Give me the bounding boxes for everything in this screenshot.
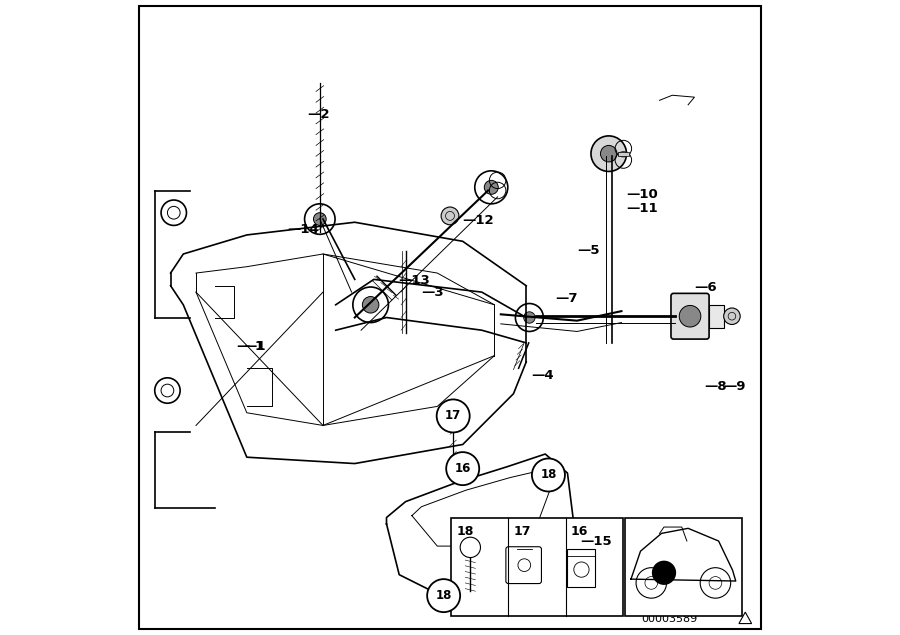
Bar — [568, 549, 596, 587]
Text: —9: —9 — [723, 380, 745, 392]
Text: 17: 17 — [446, 410, 462, 422]
Text: —15: —15 — [580, 535, 612, 547]
Circle shape — [441, 207, 459, 225]
Text: —7: —7 — [554, 292, 577, 305]
Text: —1: —1 — [244, 340, 266, 352]
Circle shape — [591, 136, 626, 171]
Text: —3: —3 — [421, 286, 444, 298]
Bar — [617, 152, 629, 156]
Bar — [625, 518, 742, 616]
Text: 18: 18 — [456, 525, 473, 538]
Circle shape — [484, 180, 499, 194]
Text: 16: 16 — [454, 462, 471, 475]
Circle shape — [524, 312, 536, 323]
Text: 18: 18 — [436, 589, 452, 602]
Text: —11: —11 — [626, 202, 658, 215]
Text: —4: —4 — [531, 370, 554, 382]
Text: —8: —8 — [704, 380, 726, 392]
Text: —12: —12 — [463, 215, 494, 227]
Bar — [709, 305, 725, 328]
Text: — 1: — 1 — [238, 340, 265, 352]
Circle shape — [313, 213, 326, 225]
Text: 17: 17 — [514, 525, 531, 538]
Circle shape — [652, 561, 675, 584]
Circle shape — [363, 297, 379, 313]
Text: 16: 16 — [571, 525, 588, 538]
Circle shape — [436, 399, 470, 432]
Circle shape — [446, 452, 479, 485]
Circle shape — [600, 145, 617, 162]
Text: —13: —13 — [398, 274, 429, 287]
Text: 18: 18 — [540, 469, 556, 481]
Text: —6: —6 — [695, 281, 717, 293]
Circle shape — [724, 308, 740, 324]
Text: —5: —5 — [577, 244, 599, 257]
FancyBboxPatch shape — [671, 293, 709, 339]
Text: —10: —10 — [626, 189, 658, 201]
Circle shape — [532, 458, 565, 491]
Circle shape — [428, 579, 460, 612]
Text: —2: —2 — [307, 108, 329, 121]
Circle shape — [680, 305, 701, 327]
Bar — [451, 518, 623, 616]
Text: 00003589: 00003589 — [641, 613, 698, 624]
Text: —14: —14 — [287, 224, 320, 236]
